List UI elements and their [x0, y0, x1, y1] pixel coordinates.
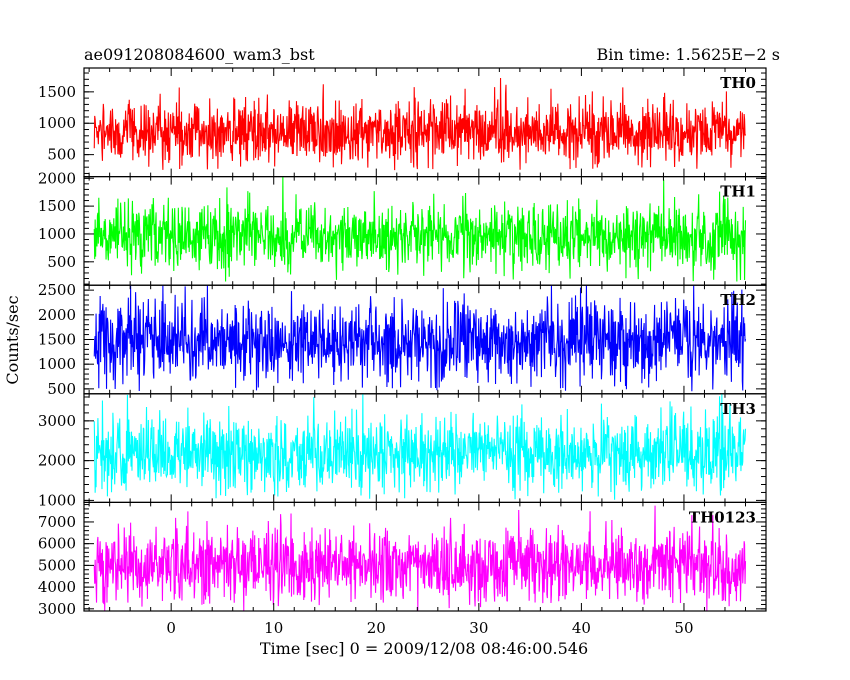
- y-axis-label: Counts/sec: [3, 295, 22, 384]
- y-tick-label: 500: [47, 253, 76, 271]
- plot-title-right: Bin time: 1.5625E−2 s: [597, 45, 780, 64]
- panel-th0123: 3000 4000 5000 6000 7000 TH0123: [38, 501, 767, 618]
- panel-label: TH0: [720, 74, 756, 92]
- series-line-th0: [93, 77, 747, 171]
- y-tick-label: 6000: [38, 535, 76, 553]
- y-tick-label: 2500: [38, 281, 76, 299]
- panel-th3: 1000 2000 3000 TH3: [38, 393, 767, 509]
- y-tick-label: 2000: [38, 306, 76, 324]
- y-tick-label: 1500: [38, 83, 76, 101]
- y-tick-label: 1000: [38, 114, 76, 132]
- series-line-th3: [93, 393, 747, 500]
- y-tick-label: 1500: [38, 331, 76, 349]
- y-tick-label: 2000: [38, 169, 76, 187]
- series-line-th0123: [93, 505, 747, 611]
- y-tick-label: 7000: [38, 513, 76, 531]
- panel-label: TH1: [720, 183, 756, 201]
- x-tick-label: 40: [572, 619, 591, 637]
- panel-th1: 500 1000 1500 2000 TH1: [38, 169, 767, 286]
- y-tick-label: 3000: [38, 412, 76, 430]
- panel-label: TH3: [720, 400, 756, 418]
- y-tick-label: 4000: [38, 578, 76, 596]
- y-tick-label: 2000: [38, 452, 76, 470]
- y-tick-label: 1000: [38, 355, 76, 373]
- panel-th2: 500 1000 1500 2000 2500 TH2: [38, 281, 767, 398]
- series-line-th1: [93, 176, 747, 282]
- panel-label: TH2: [720, 291, 756, 309]
- y-tick-label: 3000: [38, 600, 76, 618]
- plot-title-left: ae091208084600_wam3_bst: [84, 45, 315, 64]
- y-tick-label: 1000: [38, 225, 76, 243]
- y-tick-label: 500: [47, 146, 76, 164]
- x-tick-label: 50: [674, 619, 693, 637]
- panel-th0: 500 1000 1500 TH0: [38, 67, 767, 178]
- x-axis-label: Time [sec] 0 = 2009/12/08 08:46:00.546: [260, 639, 588, 658]
- series-line-th2: [93, 285, 747, 392]
- x-tick-label: 20: [367, 619, 386, 637]
- y-tick-label: 1000: [38, 491, 76, 509]
- y-tick-label: 5000: [38, 556, 76, 574]
- x-tick-label: 10: [264, 619, 283, 637]
- panel-label: TH0123: [689, 508, 756, 526]
- x-tick-label: 30: [469, 619, 488, 637]
- y-tick-label: 1500: [38, 197, 76, 215]
- y-tick-label: 500: [47, 380, 76, 398]
- x-tick-label: 0: [166, 619, 176, 637]
